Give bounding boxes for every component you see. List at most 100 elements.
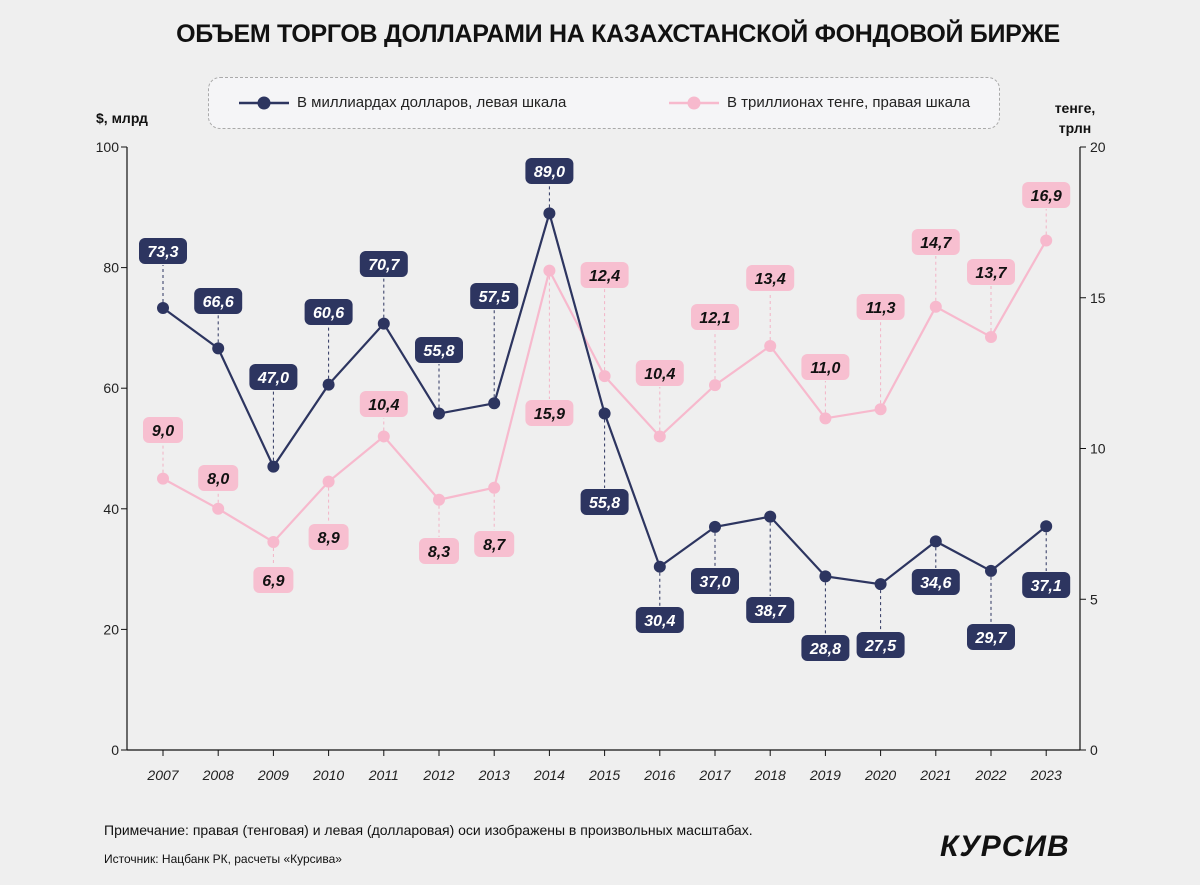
data-label-bg — [304, 299, 353, 325]
data-label: 8,3 — [428, 544, 450, 561]
data-point — [267, 460, 280, 473]
data-point — [377, 317, 390, 330]
data-point — [1040, 520, 1053, 533]
data-label: 30,4 — [644, 613, 675, 630]
data-point — [874, 578, 887, 591]
data-label-bg — [911, 569, 960, 595]
data-label: 13,4 — [755, 271, 786, 288]
data-label-bg — [1022, 182, 1071, 208]
data-point — [433, 493, 445, 506]
data-label-bg — [415, 337, 463, 363]
y-tick-label-right: 0 — [1090, 742, 1098, 758]
right-axis-label: тенге, трлн — [1054, 100, 1096, 136]
x-tick-label: 2020 — [864, 767, 896, 783]
data-label: 73,3 — [147, 244, 178, 261]
left-axis-label: $, млрд — [96, 110, 148, 126]
data-label: 37,0 — [699, 574, 730, 591]
data-label-bg — [308, 524, 349, 550]
data-label: 8,0 — [207, 471, 229, 488]
data-point — [819, 570, 832, 583]
data-label: 11,3 — [866, 300, 896, 317]
x-tick-label: 2015 — [588, 767, 620, 783]
data-point — [764, 510, 777, 523]
data-point — [653, 560, 666, 573]
data-point — [212, 342, 225, 355]
chart-title: ОБЪЕМ ТОРГОВ ДОЛЛАРАМИ НА КАЗАХСТАНСКОЙ … — [176, 20, 1060, 48]
y-tick-label-left: 20 — [103, 621, 119, 637]
source: Источник: Нацбанк РК, расчеты «Курсива» — [104, 852, 342, 866]
data-label: 13,7 — [975, 265, 1007, 282]
data-point — [598, 407, 611, 420]
data-label: 12,1 — [699, 310, 730, 327]
data-point — [1040, 234, 1053, 247]
data-point — [377, 430, 390, 443]
data-label-bg — [691, 568, 739, 594]
legend: В миллиардах долларов, левая шкала В три… — [208, 77, 1000, 129]
x-tick-label: 2022 — [974, 767, 1006, 783]
data-point — [322, 475, 335, 488]
data-label-bg — [359, 391, 408, 417]
legend-label: В миллиардах долларов, левая шкала — [297, 94, 567, 111]
data-point — [157, 472, 169, 485]
data-label-bg — [746, 597, 795, 623]
data-label-bg — [580, 489, 629, 515]
note: Примечание: правая (тенговая) и левая (д… — [104, 822, 753, 838]
data-label: 66,6 — [203, 294, 234, 311]
data-label-bg — [139, 238, 187, 264]
data-label: 89,0 — [534, 164, 565, 181]
data-label: 29,7 — [974, 630, 1007, 647]
x-tick-label: 2007 — [146, 767, 179, 783]
data-label: 9,0 — [152, 423, 174, 440]
data-point — [322, 378, 335, 391]
data-label-bg — [580, 262, 629, 288]
data-label-bg — [801, 635, 850, 661]
data-label: 60,6 — [313, 305, 344, 322]
data-label-bg — [525, 400, 574, 426]
data-label-bg — [911, 229, 960, 255]
data-point — [819, 412, 832, 425]
x-tick-label: 2013 — [478, 767, 510, 783]
y-tick-label-left: 0 — [111, 742, 119, 758]
data-label-bg — [525, 158, 574, 184]
data-point — [598, 370, 611, 383]
data-point — [212, 502, 225, 515]
data-point — [488, 397, 501, 410]
data-point — [929, 300, 942, 313]
data-label: 57,5 — [479, 289, 511, 306]
data-label: 8,7 — [483, 537, 506, 554]
data-point — [653, 430, 666, 443]
y-tick-label-right: 20 — [1090, 139, 1106, 155]
data-point — [488, 481, 501, 494]
x-tick-label: 2018 — [754, 767, 786, 783]
data-label-bg — [691, 304, 739, 330]
data-point — [929, 535, 942, 548]
data-label-bg — [1022, 572, 1071, 598]
data-label-bg — [856, 294, 905, 320]
x-tick-label: 2023 — [1030, 767, 1062, 783]
y-tick-label-left: 80 — [103, 260, 119, 276]
data-point — [267, 535, 280, 548]
logo: КУРСИВ — [940, 830, 1070, 863]
data-label: 8,9 — [317, 530, 339, 547]
x-tick-label: 2008 — [202, 767, 234, 783]
data-label-bg — [194, 288, 243, 314]
data-point — [709, 520, 721, 533]
y-tick-label-right: 10 — [1090, 441, 1106, 457]
data-label-bg — [419, 538, 459, 564]
data-point — [157, 302, 169, 315]
data-label: 70,7 — [368, 257, 400, 274]
data-label: 27,5 — [864, 638, 897, 655]
series-tenge: 9,0 8,0 6,9 8,9 10,4 8,3 8,7 15,9 12,4 10,4 12,1 13… — [143, 182, 1071, 593]
data-label: 37,1 — [1031, 578, 1062, 595]
data-label-bg — [474, 531, 515, 557]
data-label-bg — [198, 465, 239, 491]
data-label: 55,8 — [589, 495, 620, 512]
x-tick-label: 2009 — [257, 767, 289, 783]
data-label-bg — [635, 607, 684, 633]
data-label-bg — [253, 567, 294, 593]
data-label: 15,9 — [534, 406, 565, 423]
x-tick-label: 2012 — [422, 767, 454, 783]
data-label: 47,0 — [257, 370, 289, 387]
data-label: 28,8 — [809, 641, 841, 658]
